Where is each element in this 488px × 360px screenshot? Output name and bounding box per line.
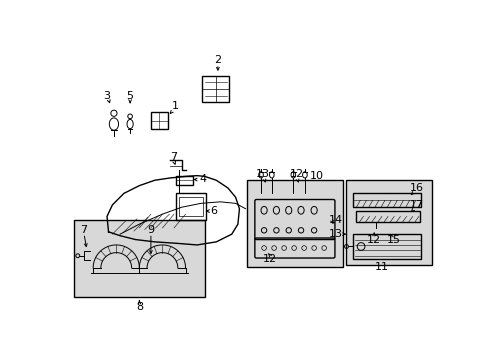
Text: 6: 6: [210, 206, 217, 216]
Text: 7: 7: [170, 152, 177, 162]
Text: 15: 15: [386, 235, 400, 244]
Text: 8: 8: [136, 302, 142, 311]
Text: 17: 17: [408, 200, 423, 210]
Bar: [345, 180, 431, 265]
Bar: [178, 197, 203, 216]
Text: 11: 11: [374, 261, 388, 271]
Bar: [176, 193, 205, 220]
Text: 9: 9: [147, 225, 154, 235]
Text: 12: 12: [366, 235, 381, 244]
Text: 10: 10: [309, 171, 323, 181]
Text: 13: 13: [328, 229, 342, 239]
Text: 7: 7: [80, 225, 87, 235]
Text: 16: 16: [409, 183, 423, 193]
Text: 3: 3: [103, 91, 110, 100]
Bar: [356, 211, 419, 222]
Text: 13: 13: [255, 169, 269, 179]
Bar: [202, 76, 229, 103]
Text: 12: 12: [263, 254, 277, 264]
Bar: [74, 220, 204, 297]
Text: 5: 5: [126, 91, 133, 100]
Bar: [353, 234, 420, 259]
Text: 1: 1: [172, 101, 179, 111]
Text: 12: 12: [289, 169, 304, 179]
Text: 4: 4: [199, 175, 206, 184]
Bar: [151, 112, 167, 130]
Text: 14: 14: [328, 215, 342, 225]
Bar: [176, 176, 193, 185]
Text: 2: 2: [214, 55, 221, 65]
Bar: [246, 180, 343, 266]
Bar: [353, 193, 420, 207]
